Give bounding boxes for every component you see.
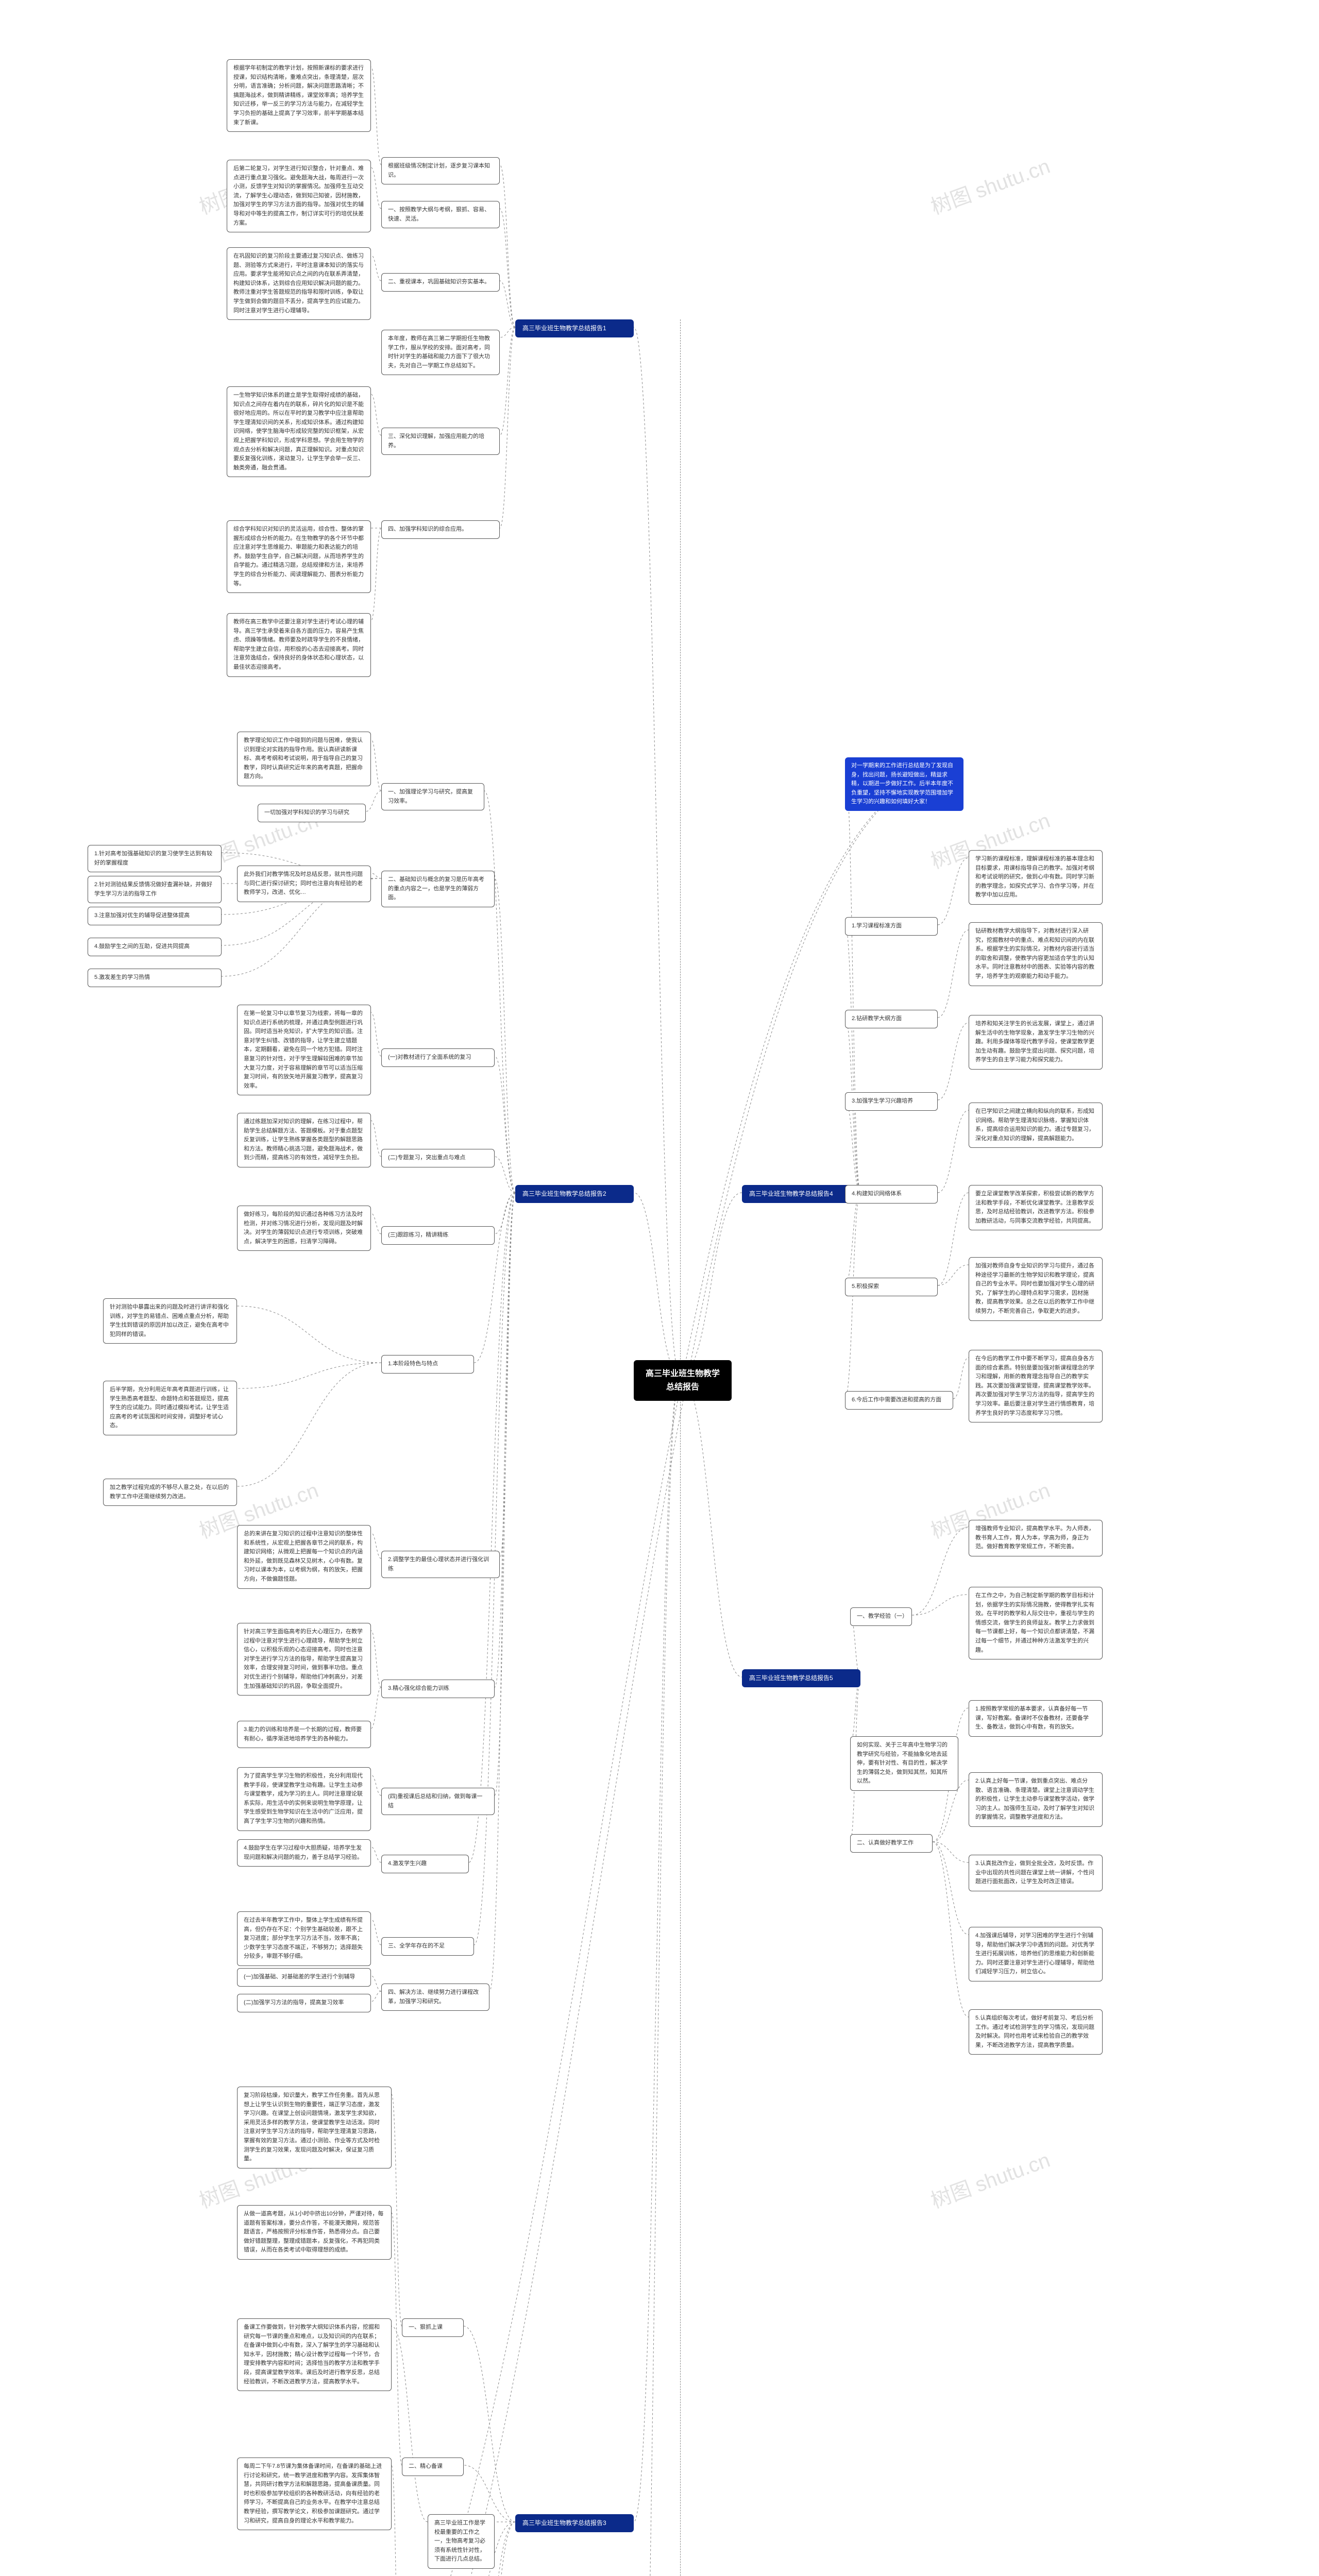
sub-node: 二、基础知识与概念的复习是历年高考的重点内容之一，也是学生的薄弱方面。 (381, 871, 495, 907)
leaf-node: 通过练题加深对知识的理解，在练习过程中，帮助学生总结解题方法、答题模板。对于重点… (237, 1113, 371, 1167)
root-node: 高三毕业班生物教学总结报告 (634, 1360, 732, 1401)
leaf-node: 总的来讲在复习知识的过程中注意知识的整体性和系统性，从宏观上把握各章节之间的联系… (237, 1525, 371, 1589)
leaf-node: 在工作之中，为自己制定新学期的教学目标和计划，依据学生的实际情况施教，使得教学扎… (969, 1587, 1103, 1659)
sub-node: 四、解决方法、继续努力进行课程改革，加强学习和研究。 (381, 1984, 489, 2011)
branch-node: 高三毕业班生物教学总结报告2 (515, 1185, 634, 1203)
sub-node: 一、狠抓上课 (402, 2318, 464, 2337)
leaf-node: 根据学年初制定的教学计划，按照新课标的要求进行授课，知识结构清晰，重难点突出，条… (227, 59, 371, 132)
sub-node: 1.本阶段特色与特点 (381, 1355, 474, 1374)
leaf-node: 在已学知识之间建立横向和纵向的联系，形成知识网络。帮助学生理清知识脉络，掌握知识… (969, 1103, 1103, 1148)
leaf-node: 在第一轮复习中以章节复习为线索，将每一章的知识点进行系统的梳理，并通过典型例题进… (237, 1005, 371, 1095)
leaf-node: 教师在高三教学中还要注意对学生进行考试心理的辅导。高三学生承受着来自各方面的压力… (227, 613, 371, 677)
sub-node: 2.调整学生的最佳心理状态并进行强化训练 (381, 1551, 500, 1578)
leaf-node: 学习新的课程标准，理解课程标准的基本理念和目标要求，用课标指导自己的教学。加强对… (969, 850, 1103, 905)
sub-node: 4.激发学生兴趣 (381, 1855, 469, 1873)
sub-node: 如何实现、关于三年高中生物学习的教学研究与经验，不能抽象化地去延伸，要有针对性、… (850, 1736, 958, 1791)
leaf-node: 钻研教材教学大纲指导下，对教材进行深入研究，挖掘教材中的重点、难点和知识间的内在… (969, 922, 1103, 986)
leaf-node: 3.认真批改作业，做到全批全改，及时反馈。作业中出现的共性问题在课堂上统一讲解，… (969, 1855, 1103, 1891)
leaf-node: 为了提高学生学习生物的积极性，充分利用现代教学手段，使课堂教学生动有趣。让学生主… (237, 1767, 371, 1831)
sub-node: 根据班级情况制定计划，逐步复习课本知识。 (381, 157, 500, 184)
leaf-node: 4.加强课后辅导，对学习困难的学生进行个别辅导，帮助他们解决学习中遇到的问题。对… (969, 1927, 1103, 1981)
branch-node: 高三毕业班生物教学总结报告5 (742, 1669, 860, 1687)
sub-node: 二、精心备课 (402, 2458, 464, 2476)
leaf-node: 1.按照教学常规的基本要求，认真备好每一节课，写好教案。备课时不仅备教材，还要备… (969, 1700, 1103, 1737)
leaf-node: (二)加强学习方法的指导，提高复习效率 (237, 1994, 371, 2012)
leaf-node: 在今后的教学工作中要不断学习，提高自身各方面的综合素质。特别是要加强对新课程理念… (969, 1350, 1103, 1422)
sub-node: 一、加强理论学习与研究，提高复习效率。 (381, 783, 484, 810)
leaf-node: 一切加强对学科知识的学习与研究 (258, 804, 366, 822)
sub-node: (一)对教材进行了全面系统的复习 (381, 1048, 495, 1067)
leaf-node: 针对高三学生面临高考的巨大心理压力，在教学过程中注意对学生进行心理疏导，帮助学生… (237, 1623, 371, 1696)
leaf-node: 从做一道高考题，从1小时中挤出10分钟，严谨对待，每道题有答案标准，要分点作答，… (237, 2205, 392, 2260)
leaf-node: 培养和知关注学生的长远发展，课堂上，通过讲解生活中的生物学现象，激发学生学习生物… (969, 1015, 1103, 1070)
leaf-node: 在过去半年教学工作中，整体上学生成绩有所提高，但仍存在不足：个别学生基础较差，跟… (237, 1911, 371, 1966)
leaf-node: 1.针对高考加强基础知识的复习使学生达到有较好的掌握程度 (88, 845, 222, 872)
sub-node: 对一学期来的工作进行总结是为了发现自身，找出问题，扬长避短做出，精益求精，以期进… (845, 757, 963, 811)
sub-node: 四、加强学科知识的综合应用。 (381, 520, 500, 539)
leaf-node: 复习阶段枯燥，知识量大，教学工作任务重。首先从思想上让学生认识到生物的重要性，端… (237, 2087, 392, 2168)
leaf-node: 在巩固知识的复习阶段主要通过复习知识点、做练习题、测验等方式来进行，平时注意课本… (227, 247, 371, 320)
sub-node: 本年度，教师在高三第二学期担任生物教学工作，服从学校的安排。面对高考，同时针对学… (381, 330, 500, 375)
sub-node: 1.学习课程标准方面 (845, 917, 938, 936)
sub-node: 3.加强学生学习兴趣培养 (845, 1092, 938, 1111)
sub-node: 5.积极探索 (845, 1278, 938, 1296)
leaf-node: 3.能力的训练和培养是一个长期的过程，教师要有耐心，循序渐进地培养学生的各种能力… (237, 1721, 371, 1748)
leaf-node: 针对测验中暴露出来的问题及时进行讲评和强化训练，对学生的易错点、困难点重点分析，… (103, 1298, 237, 1344)
leaf-node: 4.鼓励学生在学习过程中大胆质疑，培养学生发现问题和解决问题的能力，善于总结学习… (237, 1839, 371, 1867)
leaf-node: 综合学科知识对知识的灵活运用，综合性、整体的掌握形成综合分析的能力。在生物教学的… (227, 520, 371, 593)
leaf-node: 2.针对测验结果反馈情况做好查漏补缺，并做好学生学习方法的指导工作 (88, 876, 222, 903)
branch-node: 高三毕业班生物教学总结报告3 (515, 2514, 634, 2532)
leaf-node: 做好练习，每阶段的知识通过各种练习方法及时检测，并对练习情况进行分析，发现问题及… (237, 1206, 371, 1251)
sub-node: 3.精心强化综合能力训练 (381, 1680, 495, 1698)
sub-node: 一、教学经验（一） (850, 1607, 912, 1626)
leaf-node: 2.认真上好每一节课，做到重点突出、难点分散、语言准确、条理清楚。课堂上注意调动… (969, 1772, 1103, 1827)
sub-node: 一、按照教学大纲与考纲，狠抓、容易、快速、灵活。 (381, 201, 500, 228)
center-spine (680, 319, 681, 2576)
watermark: 树图 shutu.cn (926, 2143, 1054, 2214)
leaf-node: 后半学期，充分利用近年高考真题进行训练，让学生熟悉高考题型、命题特点和答题规范，… (103, 1381, 237, 1435)
leaf-node: 每周二下午7.8节课为集体备课时间，在备课的基础上进行讨论和研究，统一教学进度和… (237, 2458, 392, 2530)
leaf-node: 后第二轮复习，对学生进行知识整合，针对重点、难点进行重点复习强化。避免题海大战，… (227, 160, 371, 232)
leaf-node: (一)加强基础、对基础差的学生进行个别辅导 (237, 1968, 371, 1987)
leaf-node: 此外我们对教学情况及时总结反思，就共性问题与同仁进行探讨研究；同时也注意向有经验… (237, 866, 371, 902)
leaf-node: 备课工作要做到，针对教学大纲知识体系内容，挖掘和研究每一节课的重点和难点，以及知… (237, 2318, 392, 2391)
leaf-node: 4.鼓励学生之间的互助，促进共同提高 (88, 938, 222, 956)
sub-node: 三、全学年存在的不足 (381, 1937, 474, 1956)
leaf-node: 3.注意加强对优生的辅导促进整体提高 (88, 907, 222, 925)
sub-node: 三、深化知识理解，加强应用能力的培养。 (381, 428, 500, 455)
leaf-node: 加强对教师自身专业知识的学习与提升，通过各种途径学习最新的生物学知识和教学理论，… (969, 1257, 1103, 1321)
leaf-node: 教学理论知识工作中碰到的问题与困难，使我认识到理论对实践的指导作用。我认真研读新… (237, 732, 371, 786)
branch-node: 高三毕业班生物教学总结报告4 (742, 1185, 860, 1203)
sub-node: (二)专题复习，突出重点与难点 (381, 1149, 495, 1167)
sub-node: 4.构建知识网络体系 (845, 1185, 938, 1204)
branch-node: 高三毕业班生物教学总结报告1 (515, 319, 634, 337)
sub-node: (四)重视课后总结和归纳，做到每课一结 (381, 1788, 495, 1815)
connectors (0, 0, 1319, 2576)
leaf-node: 5.认真组织每次考试，做好考前复习、考后分析工作。通过考试检测学生的学习情况，发… (969, 2009, 1103, 2055)
sub-node: 二、认真做好教学工作 (850, 1834, 933, 1853)
leaf-node: 要立足课堂教学改革探索，积极尝试新的教学方法和教学手段，不断优化课堂教学。注意教… (969, 1185, 1103, 1230)
leaf-node: 加之教学过程完成的不够尽人意之处，在以后的教学工作中还需继续努力改进。 (103, 1479, 237, 1506)
leaf-node: 一生物学知识体系的建立是学生取得好成绩的基础，知识点之间存在着内在的联系，碎片化… (227, 386, 371, 477)
sub-node: (三)跟踪练习，精讲精练 (381, 1226, 495, 1245)
sub-node: 6.今后工作中需要改进和提高的方面 (845, 1391, 953, 1410)
watermark: 树图 shutu.cn (926, 149, 1054, 220)
leaf-node: 5.激发差生的学习热情 (88, 969, 222, 987)
sub-node: 高三毕业班工作是学校最重要的工作之一，生物高考复习必须有系统性针对性，下面进行几… (428, 2514, 495, 2569)
sub-node: 二、重视课本，巩固基础知识夯实基本。 (381, 273, 500, 292)
sub-node: 2.钻研教学大纲方面 (845, 1010, 938, 1028)
leaf-node: 增强教师专业知识，提高教学水平。为人师表，教书育人工作，育人为本，学高为师，身正… (969, 1520, 1103, 1556)
